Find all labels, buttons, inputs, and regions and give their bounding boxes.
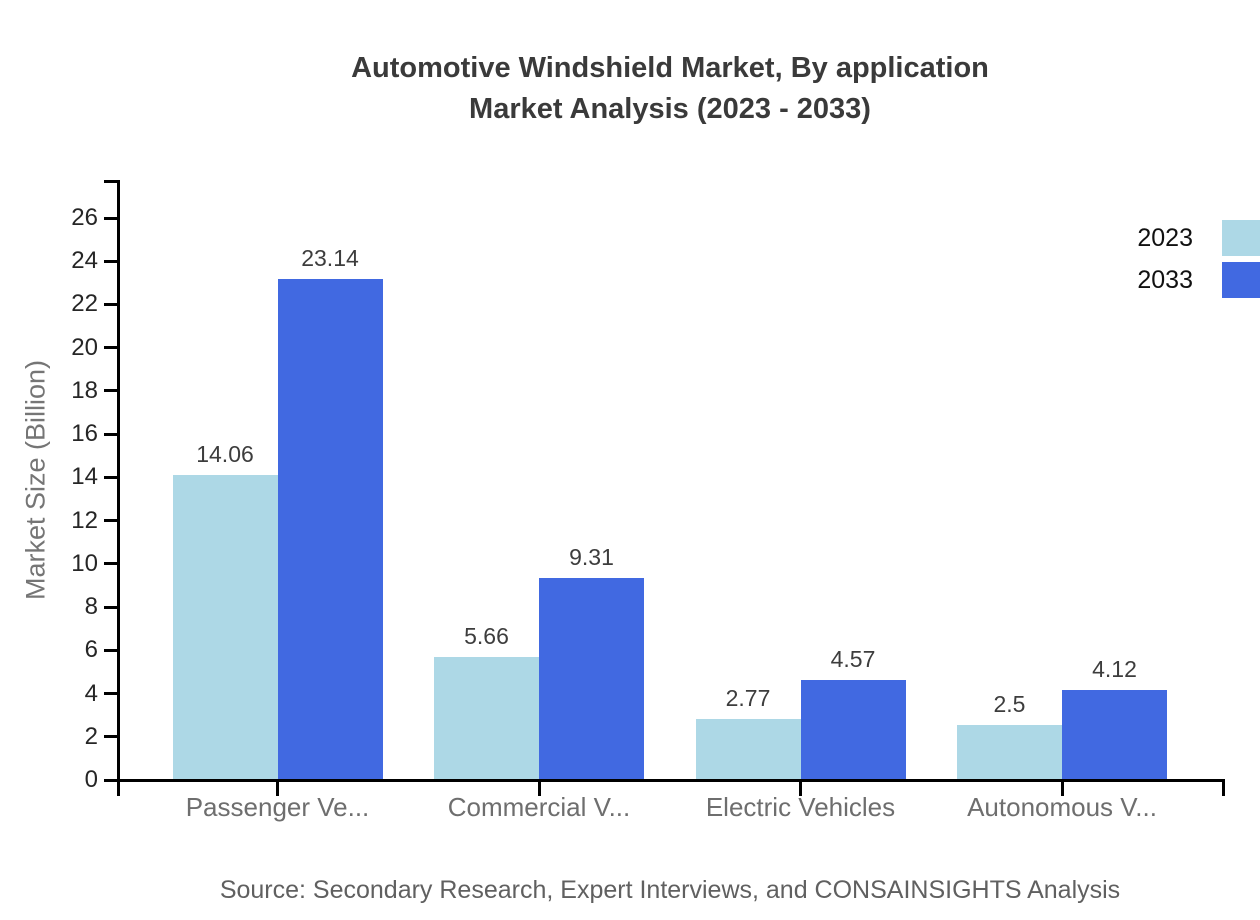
bar-value-label: 23.14 [301, 245, 359, 271]
bar-value-label: 9.31 [569, 544, 614, 570]
bar-2023 [172, 475, 278, 779]
y-tick-label: 24 [71, 247, 98, 275]
y-tick [104, 475, 117, 479]
bar-value-label: 5.66 [464, 623, 509, 649]
y-tick-label: 8 [84, 593, 98, 621]
bar-2023 [434, 657, 539, 779]
legend-swatch [1222, 262, 1260, 298]
category-label: Autonomous V... [967, 792, 1157, 822]
y-tick-label: 6 [84, 636, 98, 664]
y-tick [104, 562, 117, 566]
legend: 2023 2033 [1137, 220, 1260, 304]
bar-2033 [1062, 690, 1167, 779]
legend-swatch [1222, 220, 1260, 256]
y-tick [104, 259, 117, 263]
bar-value-label: 2.77 [725, 685, 771, 711]
x-tick [117, 782, 120, 796]
y-tick [104, 519, 117, 523]
x-tick [276, 782, 279, 796]
x-tick [1222, 782, 1225, 796]
source-note: Source: Secondary Research, Expert Inter… [219, 876, 1121, 904]
y-tick-label: 12 [71, 506, 98, 534]
bar-value-label: 4.57 [830, 646, 876, 672]
legend-item: 2033 [1137, 262, 1260, 298]
category-label: Passenger Ve... [185, 792, 370, 822]
bar-2023 [957, 725, 1062, 779]
y-tick [104, 778, 117, 782]
y-tick [104, 216, 117, 220]
y-tick [104, 389, 117, 393]
x-axis-line [117, 779, 1225, 782]
y-axis-line [117, 180, 120, 782]
chart-title-line2: Market Analysis (2023 - 2033) [469, 93, 871, 125]
chart-title-line1: Automotive Windshield Market, By applica… [351, 52, 989, 84]
x-tick [537, 782, 541, 796]
category-label: Electric Vehicles [705, 792, 896, 822]
y-tick [104, 346, 117, 350]
legend-label: 2033 [1137, 265, 1193, 294]
y-tick-label: 0 [84, 766, 98, 793]
y-tick [104, 735, 117, 739]
y-tick-label: 16 [71, 420, 98, 448]
legend-label: 2023 [1137, 223, 1193, 252]
y-tick-label: 14 [71, 463, 98, 491]
y-tick-label: 18 [71, 376, 98, 404]
y-tick-label: 20 [71, 333, 98, 361]
bar-value-label: 4.12 [1092, 656, 1137, 682]
bar-2033 [277, 279, 383, 779]
y-axis-end-tick [104, 180, 117, 183]
bar-value-label: 2.5 [993, 691, 1026, 717]
category-label: Commercial V... [447, 792, 631, 822]
y-tick [104, 692, 117, 696]
y-tick-label: 26 [71, 204, 98, 231]
y-tick-label: 4 [84, 679, 98, 707]
y-tick [104, 648, 117, 652]
chart-title: Automotive Windshield Market, By applica… [80, 48, 1260, 130]
y-tick [104, 302, 117, 306]
bar-2023 [695, 719, 801, 779]
y-tick [104, 605, 117, 609]
legend-item: 2023 [1137, 220, 1260, 256]
y-tick-label: 2 [84, 722, 98, 750]
x-tick [1060, 782, 1064, 796]
bar-2033 [800, 680, 906, 779]
bar-value-label: 14.06 [196, 441, 254, 467]
y-tick-label: 10 [71, 549, 98, 577]
x-tick [799, 782, 802, 796]
y-tick-label: 22 [71, 290, 98, 318]
y-tick [104, 432, 117, 436]
bar-2033 [539, 578, 644, 779]
